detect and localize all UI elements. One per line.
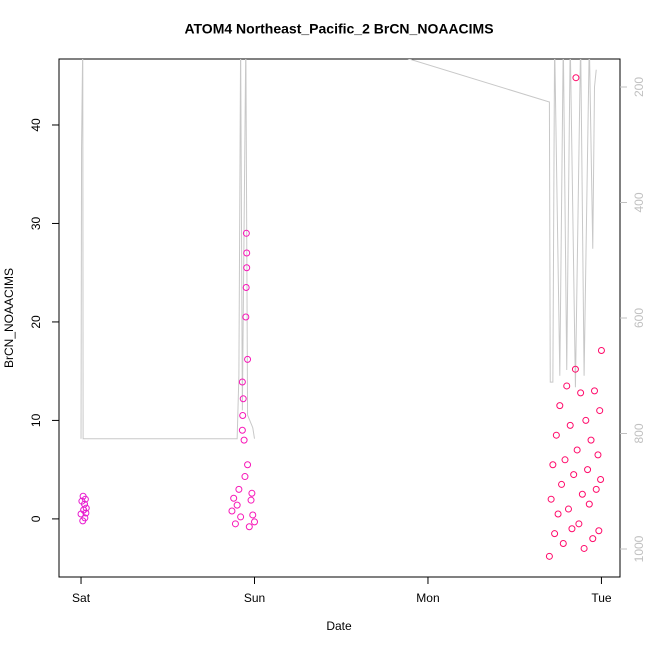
data-point	[549, 461, 557, 469]
data-point	[238, 426, 246, 434]
data-point	[81, 495, 89, 503]
data-point	[566, 421, 574, 429]
y-tick-label: 40	[29, 118, 43, 132]
pressure-line	[80, 59, 597, 440]
y2-tick-label: 400	[632, 192, 646, 212]
data-point	[248, 489, 256, 497]
data-point	[545, 552, 553, 560]
data-point	[239, 411, 247, 419]
data-point	[563, 382, 571, 390]
x-tick-label: Sun	[244, 591, 265, 605]
data-point	[244, 461, 252, 469]
x-tick-label: Tue	[591, 591, 612, 605]
data-point	[570, 471, 578, 479]
data-point	[552, 431, 560, 439]
data-point	[578, 490, 586, 498]
data-point	[580, 544, 588, 552]
data-point	[561, 456, 569, 464]
data-point	[559, 540, 567, 548]
data-point	[573, 446, 581, 454]
data-point	[575, 520, 583, 528]
data-point	[242, 229, 250, 237]
data-point	[564, 505, 572, 513]
data-point	[231, 520, 239, 528]
plot-frame	[58, 58, 621, 578]
plot-area	[77, 59, 605, 560]
y2-tick-label: 600	[632, 308, 646, 328]
data-point	[589, 535, 597, 543]
data-point	[243, 249, 251, 257]
data-point	[592, 485, 600, 493]
x-axis-label: Date	[326, 619, 352, 633]
y-tick-label: 0	[29, 515, 43, 522]
y2-tick-label: 800	[632, 423, 646, 443]
data-point	[82, 509, 90, 517]
data-point	[568, 525, 576, 533]
y2-tick-label: 1000	[632, 535, 646, 562]
data-point	[597, 476, 605, 484]
data-point	[584, 466, 592, 474]
data-point	[554, 510, 562, 518]
data-point	[239, 395, 247, 403]
data-point	[249, 511, 257, 519]
data-point	[596, 407, 604, 415]
data-point	[237, 513, 245, 521]
data-point	[241, 473, 249, 481]
data-point	[547, 495, 555, 503]
data-point	[594, 451, 602, 459]
chart-title: ATOM4 Northeast_Pacific_2 BrCN_NOAACIMS	[184, 21, 493, 37]
data-point	[585, 500, 593, 508]
data-point	[82, 504, 90, 512]
y-tick-label: 30	[29, 216, 43, 230]
data-point	[591, 387, 598, 395]
data-point	[235, 485, 243, 493]
data-point	[242, 283, 250, 291]
data-point	[247, 496, 255, 504]
data-point	[597, 346, 605, 354]
data-point	[233, 501, 241, 509]
data-point	[572, 74, 580, 82]
data-point	[558, 480, 566, 488]
data-point	[551, 530, 559, 538]
y2-tick-label: 200	[632, 77, 646, 97]
data-point	[245, 523, 253, 531]
y-tick-label: 10	[29, 413, 43, 427]
data-point	[244, 355, 252, 363]
x-tick-label: Sat	[72, 591, 91, 605]
x-tick-label: Mon	[416, 591, 439, 605]
data-point	[81, 500, 88, 508]
data-point	[571, 365, 579, 373]
data-point	[595, 527, 603, 535]
data-point	[582, 416, 590, 424]
data-point	[238, 378, 246, 386]
data-point	[587, 436, 595, 444]
data-point	[243, 264, 251, 272]
data-point	[242, 313, 250, 321]
data-point	[240, 436, 248, 444]
y-axis-label: BrCN_NOAACIMS	[2, 268, 16, 368]
y-tick-label: 20	[29, 315, 43, 329]
data-point	[230, 494, 238, 502]
data-point	[81, 514, 89, 522]
data-point	[577, 389, 585, 397]
data-point	[251, 518, 258, 526]
data-point	[556, 402, 564, 410]
data-point	[228, 507, 236, 515]
